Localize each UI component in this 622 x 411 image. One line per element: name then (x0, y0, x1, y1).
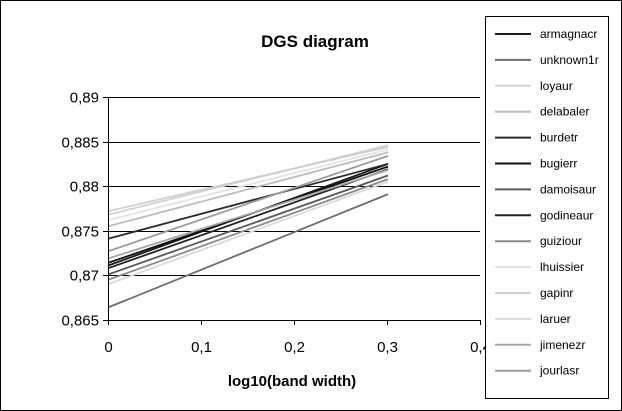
series-line-jimenezr (107, 169, 389, 260)
series-line-burdetr (107, 163, 389, 240)
legend-label: jourlasr (539, 364, 579, 378)
legend-label: bugierr (540, 157, 577, 171)
x-tick-label: 0,3 (377, 339, 398, 356)
legend-label: burdetr (540, 131, 578, 145)
legend-label: gapinr (540, 286, 573, 300)
legend-label: guiziour (540, 234, 582, 248)
legend-label: delabaler (540, 105, 589, 119)
y-tick-label: 0,865 (61, 313, 99, 330)
y-tick-label: 0,88 (70, 179, 99, 196)
series-line-delabaler (107, 151, 389, 228)
series-layer (107, 144, 389, 309)
legend-label: unknown1r (540, 53, 599, 67)
legend-label: damoisaur (540, 182, 596, 196)
series-line-guiziour (107, 178, 389, 281)
legend-box (485, 16, 609, 399)
y-tick-label: 0,89 (70, 90, 99, 107)
series-line-unknown1r (107, 193, 389, 309)
legend-label: godineaur (540, 208, 593, 222)
x-axis-label: log10(band width) (228, 373, 356, 390)
y-tick-label: 0,875 (61, 224, 99, 241)
series-line-damoisaur (107, 174, 389, 276)
series-line-laruer (107, 180, 389, 286)
series-line-lhuissier (107, 148, 389, 221)
chart-title: DGS diagram (261, 32, 369, 51)
y-tick-label: 0,87 (70, 268, 99, 285)
legend-label: laruer (540, 312, 571, 326)
series-line-godineaur (107, 168, 389, 270)
series-line-gapinr (107, 146, 389, 213)
x-tick-label: 0,1 (191, 339, 212, 356)
x-tick-label: 0 (104, 339, 112, 356)
legend-label: loyaur (540, 79, 573, 93)
legend-label: armagnacr (540, 27, 597, 41)
legend-label: lhuissier (540, 260, 584, 274)
series-line-jourlasr (107, 155, 389, 253)
x-tick-label: 0,2 (284, 339, 305, 356)
legend: armagnacr unknown1r loyaur delabaler burdetr… (495, 27, 599, 378)
legend-label: jimenezr (539, 338, 585, 352)
y-tick-label: 0,885 (61, 135, 99, 152)
